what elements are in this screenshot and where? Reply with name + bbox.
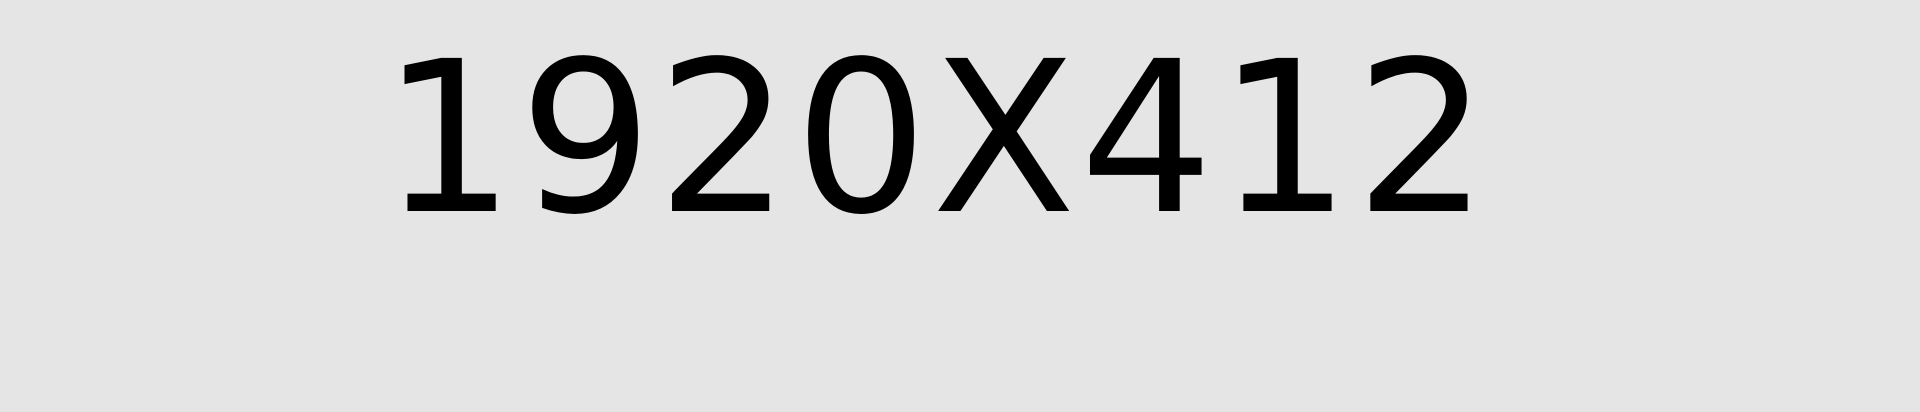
dimension-label: 1920X412 — [381, 16, 1493, 261]
